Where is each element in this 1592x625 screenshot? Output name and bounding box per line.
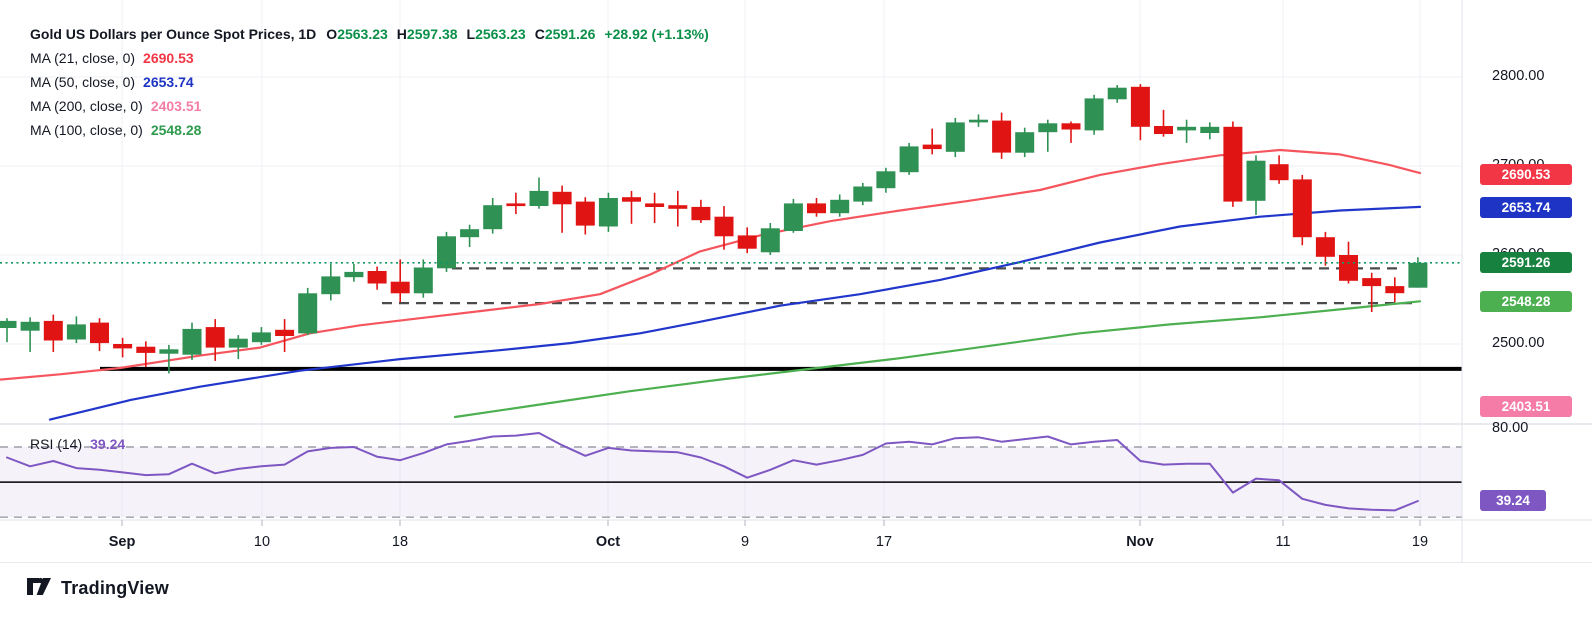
ohlc-low: L2563.23 xyxy=(466,26,526,42)
ohlc-high: H2597.38 xyxy=(396,26,458,42)
tradingview-logo-icon xyxy=(27,577,51,595)
ma100-value: 2548.28 xyxy=(150,122,202,138)
ma21-value: 2690.53 xyxy=(143,50,194,66)
time-axis-label[interactable]: 11 xyxy=(1275,534,1291,550)
change-value: +28.92 (+1.13%) xyxy=(604,26,709,42)
time-axis-label[interactable]: Oct xyxy=(595,534,621,550)
ma21-price-badge[interactable]: 2690.53 xyxy=(1480,163,1572,185)
time-axis-label[interactable]: 17 xyxy=(875,534,893,550)
indicator-row-ma100[interactable]: MA (100, close, 0) 2548.28 xyxy=(30,122,202,138)
time-axis-label[interactable]: 9 xyxy=(740,534,750,550)
tradingview-brand-link[interactable]: TradingView xyxy=(26,577,169,599)
time-axis-label[interactable]: 10 xyxy=(253,534,271,550)
ohlc-open: O2563.23 xyxy=(326,26,388,42)
rsi-legend-row[interactable]: RSI (14) 39.24 xyxy=(30,436,125,452)
brand-name: TradingView xyxy=(61,577,169,598)
time-axis-label[interactable]: 18 xyxy=(391,534,409,550)
indicator-row-ma21[interactable]: MA (21, close, 0) 2690.53 xyxy=(30,50,194,66)
rsi-line xyxy=(6,432,1419,512)
rsi-tick-label: 80.00 xyxy=(1492,420,1529,437)
legend: Gold US Dollars per Ounce Spot Prices, 1… xyxy=(30,22,709,142)
ma21-line xyxy=(0,148,1422,381)
time-axis-label[interactable]: Sep xyxy=(108,534,136,550)
footer-bar: TradingView xyxy=(0,562,1592,625)
ma50-value: 2653.74 xyxy=(143,74,194,90)
price-tick-label: 2500.00 xyxy=(1492,335,1545,351)
rsi-value: 39.24 xyxy=(90,436,126,452)
time-axis-label[interactable]: 19 xyxy=(1411,534,1429,550)
ma50-line xyxy=(48,205,1422,421)
price-tick-label: 2800.00 xyxy=(1492,68,1545,84)
rsi-value-badge[interactable]: 39.24 xyxy=(1480,490,1546,512)
ma100-line xyxy=(453,300,1422,419)
ma200-price-badge[interactable]: 2403.51 xyxy=(1480,395,1572,417)
ohlc-close: C2591.26 xyxy=(534,26,596,42)
time-axis-label[interactable]: Nov xyxy=(1126,534,1154,550)
ma50-price-badge[interactable]: 2653.74 xyxy=(1480,196,1572,218)
indicator-row-ma50[interactable]: MA (50, close, 0) 2653.74 xyxy=(30,74,194,90)
symbol-header-row[interactable]: Gold US Dollars per Ounce Spot Prices, 1… xyxy=(30,22,709,46)
ma200-value: 2403.51 xyxy=(150,98,202,114)
last-close-badge[interactable]: 2591.26 xyxy=(1480,252,1572,274)
ma100-price-badge[interactable]: 2548.28 xyxy=(1480,290,1572,312)
indicator-row-ma200[interactable]: MA (200, close, 0) 2403.51 xyxy=(30,98,202,114)
rsi-label: RSI (14) xyxy=(30,436,83,452)
candles xyxy=(0,84,1428,374)
symbol-title: Gold US Dollars per Ounce Spot Prices, 1… xyxy=(30,26,317,42)
